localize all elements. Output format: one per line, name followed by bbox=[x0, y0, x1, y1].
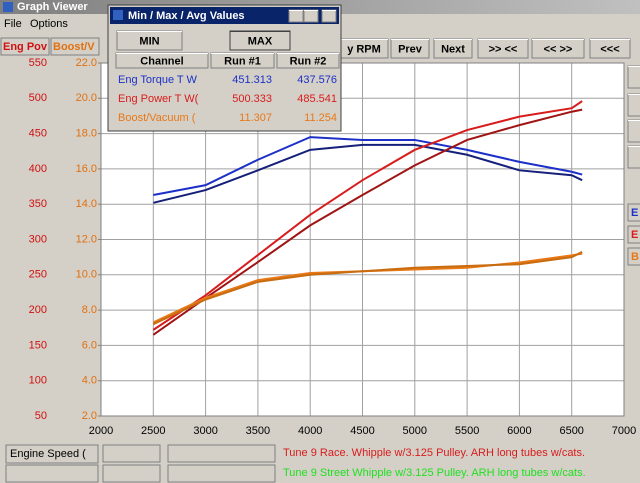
window-control[interactable] bbox=[321, 9, 337, 23]
series-line bbox=[153, 136, 583, 197]
y-tick-label: 550 bbox=[29, 57, 47, 69]
y-tick-label: 350 bbox=[29, 198, 47, 210]
y-tick-label: 400 bbox=[29, 163, 47, 175]
empty-box bbox=[167, 464, 276, 483]
y2-tick-label: 16.0 bbox=[76, 163, 97, 175]
channel-name: Boost/Vacuum ( bbox=[118, 112, 196, 124]
x-tick-label: 4500 bbox=[350, 425, 374, 437]
max-value: 437.576 bbox=[297, 74, 337, 86]
axis-header bbox=[50, 37, 100, 56]
dialog-title-bar bbox=[110, 7, 339, 24]
toolbar-button-label[interactable]: y RPM bbox=[347, 43, 381, 55]
y-tick-label: 100 bbox=[29, 375, 47, 387]
window-title: Graph Viewer bbox=[17, 1, 88, 13]
y-tick-label: 150 bbox=[29, 339, 47, 351]
series-line bbox=[152, 250, 583, 326]
x-tick-label: 3000 bbox=[193, 425, 217, 437]
app-icon bbox=[3, 2, 13, 12]
channel-box bbox=[5, 444, 99, 464]
dialog-icon bbox=[113, 10, 123, 20]
y-tick-label: 300 bbox=[29, 233, 47, 245]
window-control[interactable] bbox=[303, 9, 319, 23]
side-button[interactable] bbox=[627, 65, 640, 89]
channel-name: Eng Torque T W bbox=[118, 74, 197, 86]
menu-item[interactable]: File bbox=[4, 18, 22, 30]
y2-tick-label: 22.0 bbox=[76, 57, 97, 69]
max-button-label[interactable]: MAX bbox=[248, 35, 273, 47]
side-channel-label: E bbox=[631, 207, 638, 219]
max-value: 500.333 bbox=[232, 93, 272, 105]
y-tick-label: 500 bbox=[29, 92, 47, 104]
toolbar-button-label[interactable]: Next bbox=[441, 43, 465, 55]
y2-tick-label: 8.0 bbox=[82, 304, 97, 316]
x-tick-label: 5000 bbox=[403, 425, 427, 437]
max-value: 451.313 bbox=[232, 74, 272, 86]
side-channel-label: B bbox=[631, 251, 639, 263]
toolbar-button-label[interactable]: Prev bbox=[398, 43, 423, 55]
series-line bbox=[152, 108, 583, 336]
side-button[interactable] bbox=[627, 119, 640, 143]
channel-label: Engine Speed ( bbox=[10, 448, 86, 460]
x-tick-label: 6000 bbox=[507, 425, 531, 437]
column-header-label[interactable]: Channel bbox=[140, 55, 183, 67]
plot-border bbox=[100, 62, 625, 417]
column-header-label[interactable]: Run #2 bbox=[290, 55, 327, 67]
x-tick-label: 6500 bbox=[559, 425, 583, 437]
side-button[interactable] bbox=[627, 145, 640, 169]
y2-tick-label: 12.0 bbox=[76, 233, 97, 245]
empty-box bbox=[5, 464, 99, 483]
x-tick-label: 2000 bbox=[89, 425, 113, 437]
x-tick-label: 5500 bbox=[455, 425, 479, 437]
y-axis-label: Eng Pov bbox=[3, 41, 48, 53]
empty-box bbox=[167, 444, 276, 463]
side-channel-label: E bbox=[631, 229, 638, 241]
y-tick-label: 250 bbox=[29, 269, 47, 281]
window-control[interactable] bbox=[288, 9, 304, 23]
y2-tick-label: 4.0 bbox=[82, 375, 97, 387]
y-tick-label: 200 bbox=[29, 304, 47, 316]
run-legend: Tune 9 Race. Whipple w/3.125 Pulley. ARH… bbox=[283, 447, 585, 459]
y2-tick-label: 20.0 bbox=[76, 92, 97, 104]
column-header-label[interactable]: Run #1 bbox=[224, 55, 261, 67]
empty-box bbox=[102, 444, 161, 463]
side-button[interactable] bbox=[627, 93, 640, 117]
side-channel bbox=[627, 225, 640, 244]
max-value: 11.254 bbox=[304, 112, 337, 124]
y2-tick-label: 6.0 bbox=[82, 339, 97, 351]
series-line bbox=[152, 100, 583, 331]
y-tick-label: 450 bbox=[29, 128, 47, 140]
y2-tick-label: 2.0 bbox=[82, 410, 97, 422]
y2-axis-label: Boost/V bbox=[53, 41, 95, 53]
dialog-title: Min / Max / Avg Values bbox=[128, 10, 245, 22]
min-button-label[interactable]: MIN bbox=[139, 35, 159, 47]
toolbar-button-label[interactable]: << >> bbox=[544, 43, 573, 55]
axis-header bbox=[0, 37, 50, 56]
x-tick-label: 4000 bbox=[298, 425, 322, 437]
max-value: 485.541 bbox=[297, 93, 337, 105]
run-legend: Tune 9 Street Whipple w/3.125 Pulley. AR… bbox=[283, 467, 586, 479]
menu-item[interactable]: Options bbox=[30, 18, 68, 30]
x-tick-label: 7000 bbox=[612, 425, 636, 437]
series-line bbox=[153, 143, 583, 204]
empty-box bbox=[102, 464, 161, 483]
max-value: 11.307 bbox=[239, 112, 272, 124]
y2-tick-label: 18.0 bbox=[76, 128, 97, 140]
side-channel bbox=[627, 203, 640, 222]
toolbar-button-label[interactable]: <<< bbox=[600, 43, 619, 55]
toolbar-button-label[interactable]: >> << bbox=[489, 43, 518, 55]
side-channel bbox=[627, 247, 640, 266]
y2-tick-label: 10.0 bbox=[76, 269, 97, 281]
channel-name: Eng Power T W( bbox=[118, 93, 199, 105]
y-tick-label: 50 bbox=[35, 410, 47, 422]
y2-tick-label: 14.0 bbox=[76, 198, 97, 210]
x-tick-label: 3500 bbox=[246, 425, 270, 437]
x-tick-label: 2500 bbox=[141, 425, 165, 437]
